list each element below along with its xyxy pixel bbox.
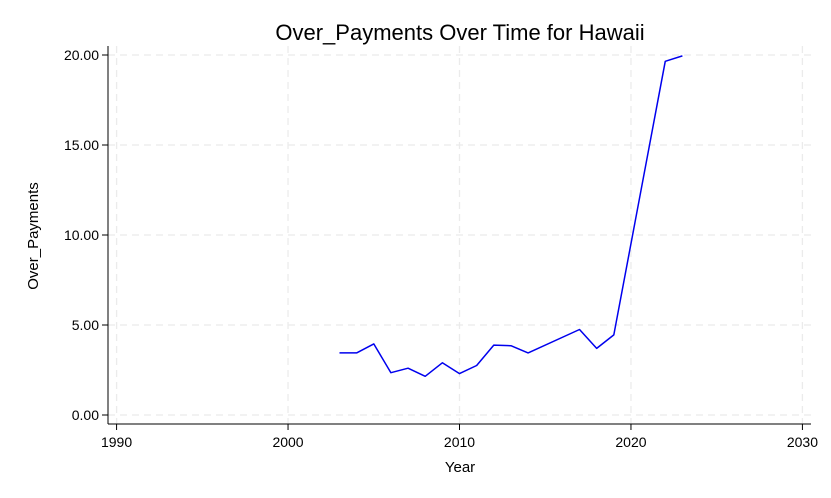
chart-title: Over_Payments Over Time for Hawaii: [275, 20, 644, 45]
axes: [102, 46, 811, 430]
x-tick-label-2: 2010: [444, 434, 475, 450]
y-tick-label-2: 10.00: [64, 227, 99, 243]
grid-lines: [108, 46, 811, 424]
series-layer: [339, 55, 683, 378]
series-line-0: [339, 55, 683, 378]
y-tick-label-1: 5.00: [72, 317, 99, 333]
x-tick-label-4: 2030: [787, 434, 818, 450]
y-tick-label-4: 20.00: [64, 47, 99, 63]
x-tick-label-3: 2020: [615, 434, 646, 450]
tick-labels: 1990 2000 2010 2020 2030 0.00 5.00 10.00 15.00 20…: [64, 47, 818, 450]
x-tick-label-1: 2000: [272, 434, 303, 450]
x-axis-label: Year: [445, 459, 475, 476]
y-axis-label: Over_Payments: [25, 182, 42, 290]
y-tick-label-0: 0.00: [72, 407, 99, 423]
y-tick-label-3: 15.00: [64, 137, 99, 153]
x-tick-label-0: 1990: [101, 434, 132, 450]
